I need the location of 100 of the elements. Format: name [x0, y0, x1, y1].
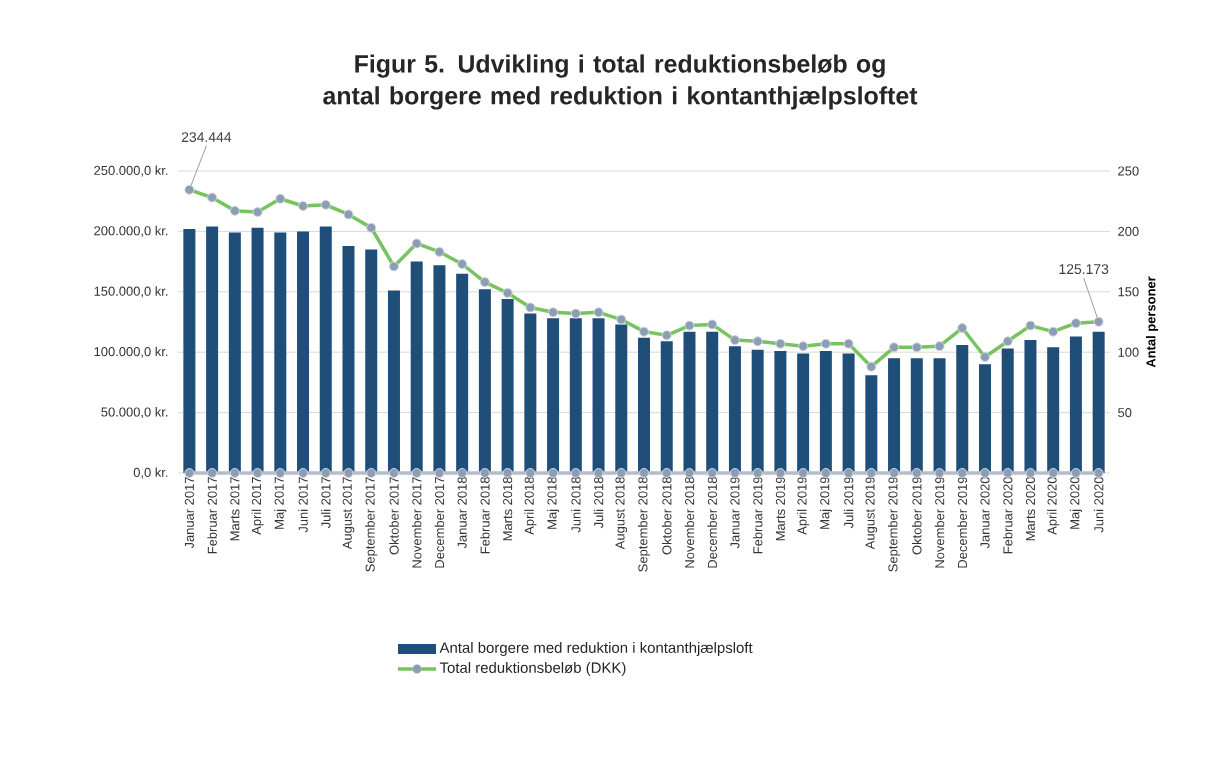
- x-tick-label: April 2020: [1047, 477, 1060, 535]
- legend-label: Antal borgere med reduktion i kontanthjælpsloft: [439, 642, 753, 656]
- x-tick-label: Juni 2018: [571, 477, 581, 533]
- y-tick-label: 250.000,0 kr.: [94, 165, 168, 177]
- bar: [865, 375, 878, 473]
- x-tick-label: November 2019: [934, 477, 945, 568]
- point: [525, 467, 536, 478]
- point: [889, 467, 900, 478]
- bar: [728, 346, 741, 473]
- x-tick-label: Februar 2019: [752, 477, 763, 554]
- x-tick-label: Juli 2017: [321, 477, 331, 529]
- y2-tick-label: 150: [1118, 287, 1139, 297]
- point: [184, 467, 195, 478]
- point: [411, 467, 422, 478]
- point: [1070, 467, 1081, 478]
- y-tick-label: 150.000,0 kr.: [94, 286, 168, 298]
- bar: [638, 337, 651, 473]
- y2-axis-title: Antal personer: [1145, 276, 1159, 368]
- point: [661, 467, 672, 478]
- x-tick-label: Maj 2019: [819, 477, 832, 529]
- bar: [660, 341, 673, 473]
- x-tick-label: Oktober 2017: [389, 477, 399, 555]
- x-tick-label: Juli 2018: [593, 477, 604, 529]
- bar: [751, 349, 764, 473]
- bar: [797, 353, 810, 473]
- point: [775, 467, 786, 478]
- bar: [501, 299, 514, 473]
- bar: [774, 350, 787, 473]
- bar: [228, 232, 241, 473]
- point: [252, 467, 263, 478]
- x-tick-label: August 2017: [342, 477, 355, 550]
- bar: [706, 331, 719, 473]
- bar: [592, 318, 605, 473]
- x-tick-label: Januar 2018: [457, 477, 467, 549]
- bar: [1024, 340, 1037, 473]
- point: [1002, 467, 1013, 478]
- x-tick-label: September 2018: [637, 477, 651, 572]
- bar: [342, 245, 355, 473]
- x-tick-label: Maj 2020: [1069, 477, 1082, 529]
- bar: [387, 290, 400, 473]
- point: [593, 467, 604, 478]
- annotation: 125.173: [1059, 264, 1109, 275]
- legend-label: Total reduktionsbeløb (DKK): [439, 662, 626, 676]
- bar: [615, 324, 628, 473]
- bar: [297, 231, 310, 473]
- x-tick-label: Marts 2017: [230, 477, 240, 541]
- point: [343, 467, 354, 478]
- bar: [274, 232, 287, 473]
- x-tick-label: Februar 2020: [1002, 477, 1013, 554]
- point: [639, 467, 650, 478]
- point: [979, 467, 990, 478]
- bar: [933, 358, 946, 473]
- x-tick-label: December 2018: [707, 477, 717, 568]
- point: [1093, 467, 1104, 478]
- bar: [206, 226, 219, 473]
- x-tick-label: September 2019: [888, 477, 901, 572]
- x-tick-label: Januar 2017: [184, 477, 194, 549]
- point: [729, 467, 740, 478]
- point: [502, 467, 513, 478]
- x-tick-label: November 2018: [684, 477, 695, 568]
- bar: [319, 226, 332, 473]
- x-tick-label: August 2019: [865, 477, 878, 550]
- chart-title: Figur 5. Udvikling i total reduktionsbeløb og antal borgere med reduktion i kontanthjælpsloftet: [323, 54, 918, 110]
- point: [616, 467, 627, 478]
- point: [934, 467, 945, 478]
- point: [434, 467, 445, 478]
- point: [1048, 467, 1059, 478]
- point: [843, 467, 854, 478]
- x-tick-label: April 2019: [797, 477, 810, 535]
- bar: [842, 353, 855, 473]
- point: [320, 467, 331, 478]
- bar: [365, 249, 378, 473]
- x-tick-label: Juli 2019: [843, 477, 854, 529]
- bar: [433, 265, 446, 473]
- x-tick-label: Februar 2018: [480, 477, 490, 554]
- x-tick-label: Marts 2018: [503, 477, 513, 541]
- point: [684, 467, 695, 478]
- x-tick-label: December 2017: [434, 477, 445, 568]
- y2-tick-label: 250: [1118, 166, 1139, 176]
- bar: [410, 261, 423, 473]
- y2-tick-label: 50: [1118, 408, 1132, 418]
- point: [275, 467, 286, 478]
- x-tick-label: Januar 2019: [730, 477, 740, 549]
- y-tick-label: 100.000,0 kr.: [94, 346, 168, 358]
- bar: [1092, 331, 1105, 473]
- point: [366, 467, 377, 478]
- point: [752, 467, 763, 478]
- x-tick-label: September 2017: [365, 477, 378, 572]
- x-tick-label: April 2017: [251, 477, 264, 535]
- y-tick-label: 50.000,0 kr.: [101, 407, 168, 419]
- point: [957, 467, 968, 478]
- x-tick-label: Maj 2017: [274, 477, 287, 529]
- bar: [910, 358, 923, 473]
- bar: [183, 228, 196, 473]
- point: [388, 467, 399, 478]
- x-tick-label: Marts 2020: [1025, 477, 1036, 541]
- x-tick-label: Juni 2017: [298, 477, 308, 533]
- bar: [683, 331, 696, 473]
- y-tick-label: 0,0 kr.: [133, 467, 168, 479]
- point: [820, 467, 831, 478]
